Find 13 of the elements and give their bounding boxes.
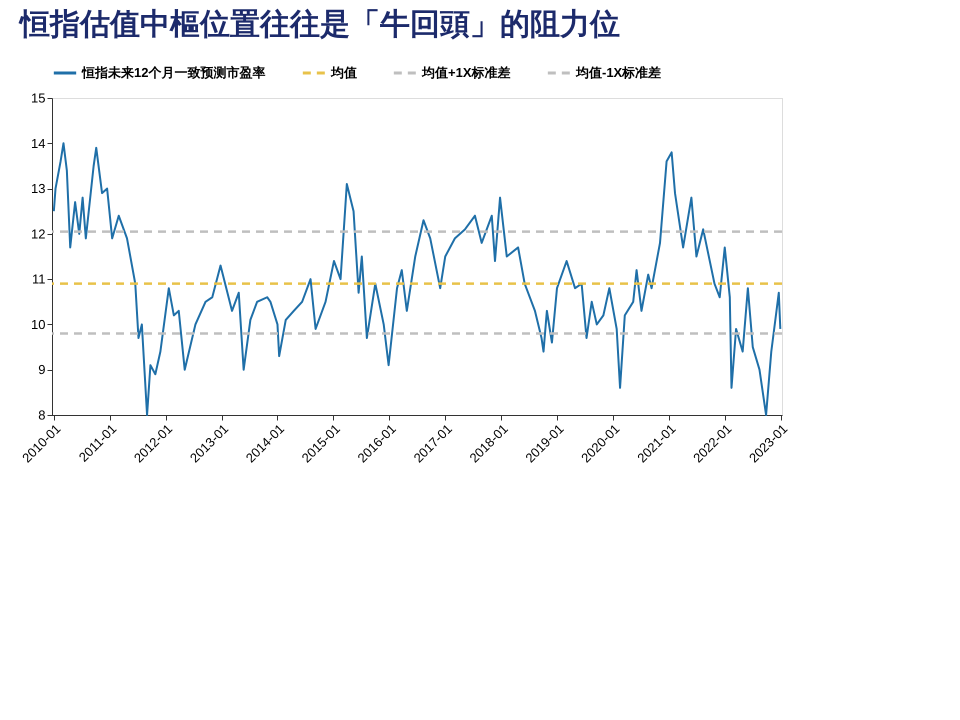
legend-label: 均值-1X标准差 (575, 65, 662, 80)
legend-label: 均值 (330, 65, 357, 80)
y-tick-label: 15 (31, 90, 46, 106)
y-tick-label: 12 (31, 226, 46, 242)
y-tick-label: 14 (31, 136, 46, 151)
y-tick-label: 13 (31, 181, 46, 196)
y-tick-label: 11 (32, 272, 46, 287)
legend-label: 均值+1X标准差 (421, 65, 510, 80)
legend-label: 恒指未来12个月一致预测市盈率 (81, 65, 266, 80)
y-tick-label: 9 (38, 362, 46, 378)
y-tick-label: 8 (38, 408, 46, 422)
y-tick-label: 10 (31, 316, 46, 332)
chart-title: 恒指估值中樞位置往往是「牛回頭」的阻力位 (18, 8, 620, 41)
